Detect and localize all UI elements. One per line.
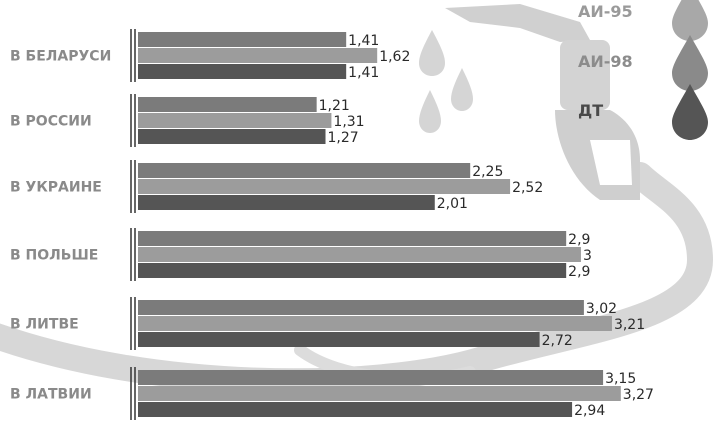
bar	[138, 316, 612, 331]
bar	[138, 370, 604, 385]
data-label: 2,01	[437, 196, 468, 212]
data-label: 2,72	[542, 333, 573, 349]
data-label: 3,02	[586, 301, 617, 317]
data-label: 2,52	[512, 180, 543, 196]
data-label: 2,9	[568, 264, 590, 280]
bar	[138, 113, 332, 128]
bar	[138, 332, 540, 347]
data-label: 3,27	[623, 387, 654, 403]
bar	[138, 97, 317, 112]
data-label: 3	[583, 248, 592, 264]
bar	[138, 179, 511, 194]
data-label: 1,31	[333, 114, 364, 130]
data-label: 1,41	[348, 33, 379, 49]
bar	[138, 386, 621, 401]
bar	[138, 195, 435, 210]
data-label: 1,21	[319, 98, 350, 114]
bar	[138, 163, 471, 178]
category-label: В УКРАИНЕ	[10, 180, 102, 196]
category-label: В РОССИИ	[10, 114, 92, 130]
category-label: В ЛИТВЕ	[10, 317, 79, 333]
data-label: 3,15	[605, 371, 636, 387]
category-label: В ЛАТВИИ	[10, 387, 92, 403]
legend: АИ-95 АИ-98 ДТ	[578, 0, 708, 140]
bar	[138, 300, 584, 315]
bar	[138, 64, 347, 79]
legend-label: АИ-95	[578, 2, 633, 21]
data-label: 1,41	[348, 65, 379, 81]
legend-drop-icon	[672, 84, 708, 140]
data-label: 2,25	[472, 164, 503, 180]
legend-drop-icon	[672, 0, 708, 41]
category-label: В ПОЛЬШЕ	[10, 248, 98, 264]
bar	[138, 32, 347, 47]
bar	[138, 48, 378, 63]
legend-drop-icon	[672, 35, 708, 91]
legend-label: ДТ	[578, 101, 603, 120]
data-label: 1,62	[379, 49, 410, 65]
bar	[138, 247, 581, 262]
data-label: 3,21	[614, 317, 645, 333]
data-label: 1,27	[328, 130, 359, 146]
bar	[138, 402, 573, 417]
bar	[138, 263, 567, 278]
bar	[138, 231, 567, 246]
fuel-drop-icon	[419, 30, 473, 133]
legend-label: АИ-98	[578, 52, 633, 71]
data-label: 2,94	[574, 403, 605, 419]
category-label: В БЕЛАРУСИ	[10, 49, 111, 65]
bar	[138, 129, 326, 144]
data-label: 2,9	[568, 232, 590, 248]
